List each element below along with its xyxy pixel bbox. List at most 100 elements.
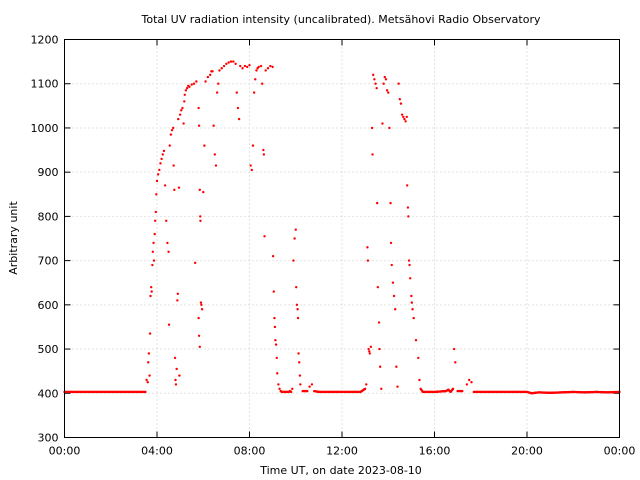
data-point (197, 334, 201, 337)
data-point (183, 100, 186, 103)
data-point (261, 82, 264, 85)
data-point (167, 250, 170, 253)
data-point (371, 153, 374, 156)
y-tick-label: 400 (38, 387, 59, 400)
data-point (393, 308, 397, 311)
data-point (183, 93, 186, 96)
data-point (380, 387, 383, 391)
data-point (182, 122, 185, 125)
data-point (402, 115, 405, 119)
grid-lines (64, 39, 620, 438)
data-point (225, 62, 228, 66)
data-point (418, 378, 421, 382)
data-point (184, 89, 188, 92)
data-point (410, 301, 414, 304)
data-point (146, 381, 149, 384)
data-point (155, 193, 158, 196)
data-point (149, 294, 152, 298)
data-point (167, 323, 171, 326)
data-point (271, 254, 275, 258)
data-point (185, 86, 189, 90)
data-point (200, 308, 204, 311)
data-point (190, 83, 193, 86)
data-point (387, 91, 390, 94)
data-point (417, 356, 420, 360)
data-point (174, 378, 177, 382)
data-point (388, 126, 391, 130)
data-point (197, 316, 200, 320)
data-point (297, 352, 300, 355)
data-point (276, 372, 279, 375)
data-point (406, 206, 410, 209)
data-point (370, 126, 374, 130)
data-point (262, 153, 266, 156)
data-point (298, 374, 302, 377)
chart-title: Total UV radiation intensity (uncalibrat… (141, 13, 541, 26)
data-point (152, 259, 156, 262)
data-point (147, 361, 150, 364)
data-point (269, 64, 272, 68)
data-point (375, 201, 379, 205)
data-point (264, 69, 267, 72)
data-point (467, 378, 471, 382)
data-point (222, 64, 226, 68)
data-point (213, 153, 217, 156)
data-point (305, 389, 309, 393)
data-point (263, 235, 266, 238)
data-point (177, 117, 180, 121)
data-point (227, 61, 230, 64)
data-point (272, 290, 275, 293)
data-point (383, 75, 386, 79)
data-point (409, 277, 412, 280)
data-point (188, 85, 191, 89)
data-point (365, 383, 368, 386)
data-point (197, 124, 201, 127)
data-point (175, 367, 178, 371)
data-point (373, 78, 376, 81)
data-point (374, 82, 377, 85)
data-point (376, 285, 380, 289)
data-point (277, 383, 280, 386)
data-point (197, 106, 200, 110)
data-point (465, 383, 469, 386)
data-point (181, 106, 184, 110)
data-point (391, 281, 395, 284)
data-point (292, 259, 295, 262)
data-point (274, 343, 278, 346)
data-point (405, 115, 408, 119)
data-point (176, 292, 180, 295)
data-point (366, 259, 370, 262)
data-point (369, 345, 373, 349)
data-point (154, 210, 158, 214)
data-point (408, 263, 411, 267)
data-point (368, 352, 371, 355)
data-point (171, 126, 175, 130)
data-point (158, 168, 161, 172)
data-point (153, 232, 156, 236)
y-tick-label: 900 (38, 166, 59, 179)
data-point (295, 303, 299, 307)
data-point (165, 219, 168, 223)
data-point (298, 361, 301, 364)
data-point (232, 60, 235, 63)
data-point (294, 228, 297, 231)
data-point (237, 117, 241, 121)
data-point (363, 387, 366, 391)
data-point (414, 339, 418, 342)
data-point (255, 69, 258, 72)
data-point (151, 263, 154, 267)
data-point (163, 184, 167, 187)
data-point (198, 345, 201, 349)
data-point (215, 91, 219, 94)
y-tick-label: 700 (38, 255, 59, 268)
data-point (229, 60, 233, 63)
data-point (162, 149, 166, 153)
data-point (403, 117, 406, 121)
data-point (214, 164, 218, 167)
data-point (166, 241, 169, 245)
data-point (178, 113, 182, 116)
data-point (200, 303, 203, 307)
data-point (211, 70, 214, 73)
data-point (397, 82, 400, 85)
data-point (372, 73, 375, 77)
